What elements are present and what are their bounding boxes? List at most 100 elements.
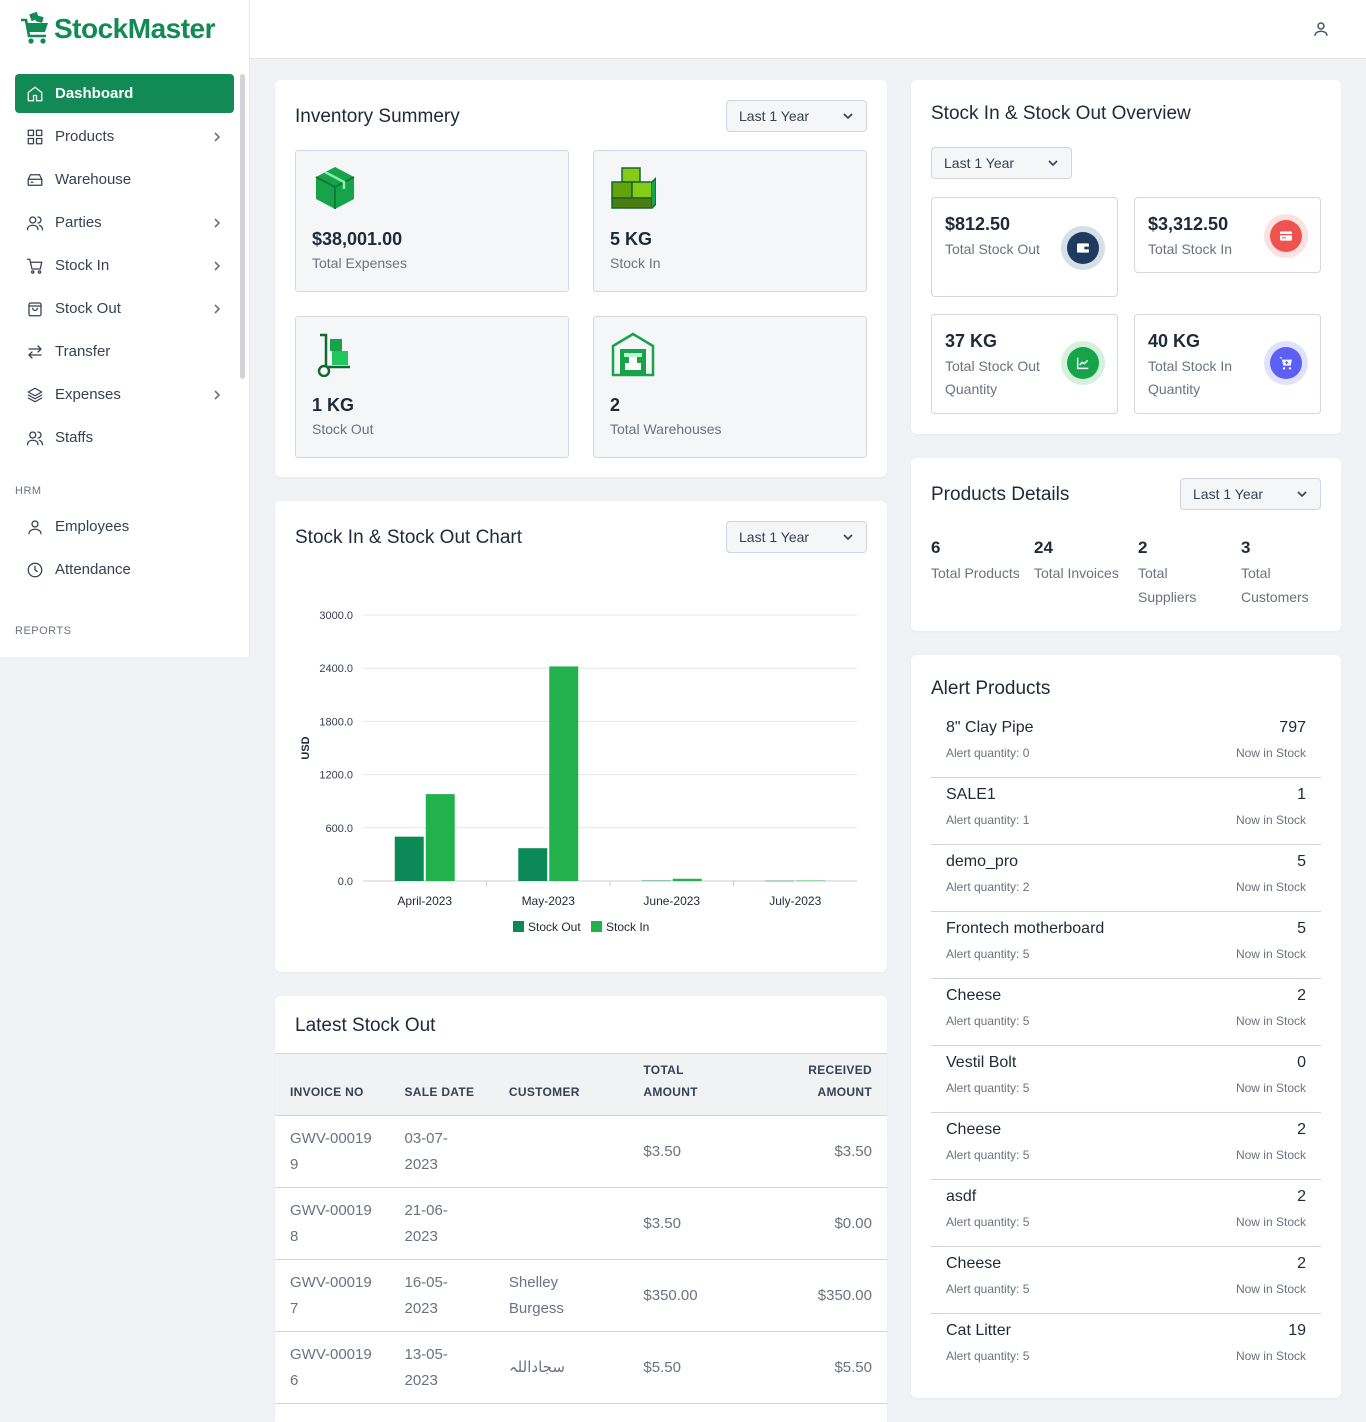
- list-item[interactable]: Cheese Alert quantity: 5 2 Now in Stock: [931, 1247, 1321, 1314]
- user-icon: [25, 517, 45, 537]
- list-item[interactable]: Frontech motherboard Alert quantity: 5 5 No…: [931, 912, 1321, 979]
- sale-date-cell: 03-07-2023: [389, 1115, 494, 1188]
- total-expenses-label: Total Expenses: [312, 255, 407, 271]
- sidebar-item-label: Staffs: [55, 429, 94, 446]
- box-icon: [315, 167, 355, 209]
- alert-quantity: Alert quantity: 2: [946, 880, 1030, 894]
- bar-stock-out: [518, 848, 548, 881]
- total-products-value: 6: [931, 538, 941, 557]
- products-period-select[interactable]: Last 1 Year: [1180, 478, 1321, 510]
- alert-product-name: SALE1: [946, 786, 996, 803]
- bar-stock-in: [425, 794, 455, 881]
- overview-period-select[interactable]: Last 1 Year: [931, 147, 1072, 179]
- stock-quantity: 5: [1297, 853, 1306, 870]
- total-suppliers-label: Total Suppliers: [1138, 565, 1197, 605]
- topbar: [250, 0, 1366, 59]
- alert-products-title: Alert Products: [931, 678, 1051, 699]
- list-item[interactable]: asdf Alert quantity: 5 2 Now in Stock: [931, 1180, 1321, 1247]
- stock-quantity: 19: [1288, 1322, 1306, 1339]
- now-in-stock-label: Now in Stock: [1235, 746, 1306, 760]
- alert-product-name: Cheese: [946, 1255, 1002, 1272]
- sidebar-item-attendance[interactable]: Attendance: [15, 550, 234, 589]
- list-item[interactable]: Cat Litter Alert quantity: 5 19 Now in Stoc…: [931, 1314, 1321, 1381]
- legend-label: Stock In: [606, 920, 649, 934]
- y-tick-label: 1200.0: [319, 770, 353, 782]
- sidebar-item-products[interactable]: Products: [15, 117, 234, 156]
- stock-in-label: Stock In: [610, 255, 661, 271]
- now-in-stock-label: Now in Stock: [1235, 1215, 1306, 1229]
- table-row[interactable]: GWV-000198 21-06-2023 $3.50 $0.00: [275, 1187, 887, 1260]
- y-tick-label: 3000.0: [319, 610, 353, 622]
- boxes-stack-icon: [611, 167, 656, 209]
- list-item[interactable]: Cheese Alert quantity: 5 2 Now in Stock: [931, 1113, 1321, 1180]
- received-amount-cell: $5.50: [748, 1331, 887, 1404]
- list-item[interactable]: demo_pro Alert quantity: 2 5 Now in Stock: [931, 845, 1321, 912]
- sidebar-item-stock-in[interactable]: Stock In: [15, 246, 234, 285]
- user-account-icon[interactable]: [1312, 20, 1330, 38]
- chevron-right-icon: [214, 260, 221, 271]
- grid-icon: [25, 127, 45, 147]
- sidebar-item-label: Products: [55, 128, 115, 145]
- transfer-icon: [25, 342, 45, 362]
- chart-period-value: Last 1 Year: [739, 529, 810, 545]
- sidebar-item-transfer[interactable]: Transfer: [15, 332, 234, 371]
- sidebar-item-warehouse[interactable]: Warehouse: [15, 160, 234, 199]
- chevron-right-icon: [214, 131, 221, 142]
- sidebar-item-stock-out[interactable]: Stock Out: [15, 289, 234, 328]
- alert-quantity: Alert quantity: 5: [946, 1282, 1030, 1296]
- chevron-down-icon: [1297, 491, 1307, 498]
- chevron-right-icon: [214, 303, 221, 314]
- stock-quantity: 1: [1297, 786, 1306, 803]
- stock-quantity: 2: [1297, 1188, 1306, 1205]
- table-row[interactable]: GWV-000199 03-07-2023 $3.50 $3.50: [275, 1115, 887, 1188]
- alert-products-card: Alert Products 8" Clay Pipe Alert quantit…: [911, 655, 1341, 1398]
- y-tick-label: 1800.0: [319, 716, 353, 728]
- empty-cell: [389, 1403, 494, 1422]
- chevron-down-icon: [1048, 160, 1058, 167]
- chart-period-select[interactable]: Last 1 Year: [726, 521, 867, 553]
- total-amount-cell: $3.50: [628, 1115, 749, 1188]
- sidebar-item-employees[interactable]: Employees: [15, 507, 234, 546]
- total-invoices-value: 24: [1034, 538, 1053, 557]
- sidebar-item-label: Stock Out: [55, 300, 121, 317]
- bar-stock-out: [394, 836, 424, 881]
- list-item[interactable]: 8" Clay Pipe Alert quantity: 0 797 Now in S…: [931, 711, 1321, 778]
- total-stock-in-quantity-box: 40 KG Total Stock In Quantity: [1134, 314, 1321, 414]
- total-customers-value: 3: [1241, 538, 1251, 557]
- customer-cell: Shelley Burgess: [493, 1259, 629, 1332]
- col-received-amount: RECEIVED AMOUNT: [748, 1053, 887, 1116]
- inventory-period-select[interactable]: Last 1 Year: [726, 100, 867, 132]
- empty-cell: [748, 1403, 887, 1422]
- alert-product-name: 8" Clay Pipe: [946, 719, 1034, 736]
- total-amount-cell: $3.50: [628, 1187, 749, 1260]
- alert-product-name: demo_pro: [946, 853, 1019, 870]
- sidebar-item-staffs[interactable]: Staffs: [15, 418, 234, 457]
- now-in-stock-label: Now in Stock: [1235, 1148, 1306, 1162]
- sidebar-item-parties[interactable]: Parties: [15, 203, 234, 242]
- x-tick-label: April-2023: [397, 894, 452, 908]
- col-invoice-no: INVOICE NO: [275, 1053, 390, 1116]
- table-row[interactable]: GWV-000197 16-05-2023 Shelley Burgess $350.…: [275, 1259, 887, 1332]
- sidebar-item-expenses[interactable]: Expenses: [15, 375, 234, 414]
- total-stock-in-quantity-value: 40 KG: [1148, 331, 1201, 351]
- y-axis-label: USD: [300, 736, 312, 759]
- users-icon: [25, 428, 45, 448]
- stock-overview-title: Stock In & Stock Out Overview: [931, 103, 1191, 124]
- empty-cell: [493, 1403, 629, 1422]
- alert-product-name: Cheese: [946, 987, 1002, 1004]
- sidebar-item-dashboard[interactable]: Dashboard: [15, 74, 234, 113]
- products-details-title: Products Details: [931, 484, 1070, 505]
- brand-logo[interactable]: StockMaster: [0, 0, 249, 58]
- table-row[interactable]: GWV-000196 13-05-2023 سجاداللہ $5.50 $5.50: [275, 1331, 887, 1404]
- bar-stock-out: [765, 880, 795, 882]
- list-item[interactable]: SALE1 Alert quantity: 1 1 Now in Stock: [931, 778, 1321, 845]
- legend-label: Stock Out: [528, 920, 581, 934]
- total-stock-out-quantity-box: 37 KG Total Stock Out Quantity: [931, 314, 1118, 414]
- list-item[interactable]: Vestil Bolt Alert quantity: 5 0 Now in Stoc…: [931, 1046, 1321, 1113]
- list-item[interactable]: Cheese Alert quantity: 5 2 Now in Stock: [931, 979, 1321, 1046]
- sidebar-scrollbar[interactable]: [240, 74, 245, 379]
- sidebar-item-label: Attendance: [55, 561, 131, 578]
- legend-swatch: [591, 921, 602, 932]
- latest-stock-out-card: Latest Stock Out INVOICE NO SALE DATE CU…: [275, 996, 887, 1422]
- table-row[interactable]: [275, 1403, 887, 1422]
